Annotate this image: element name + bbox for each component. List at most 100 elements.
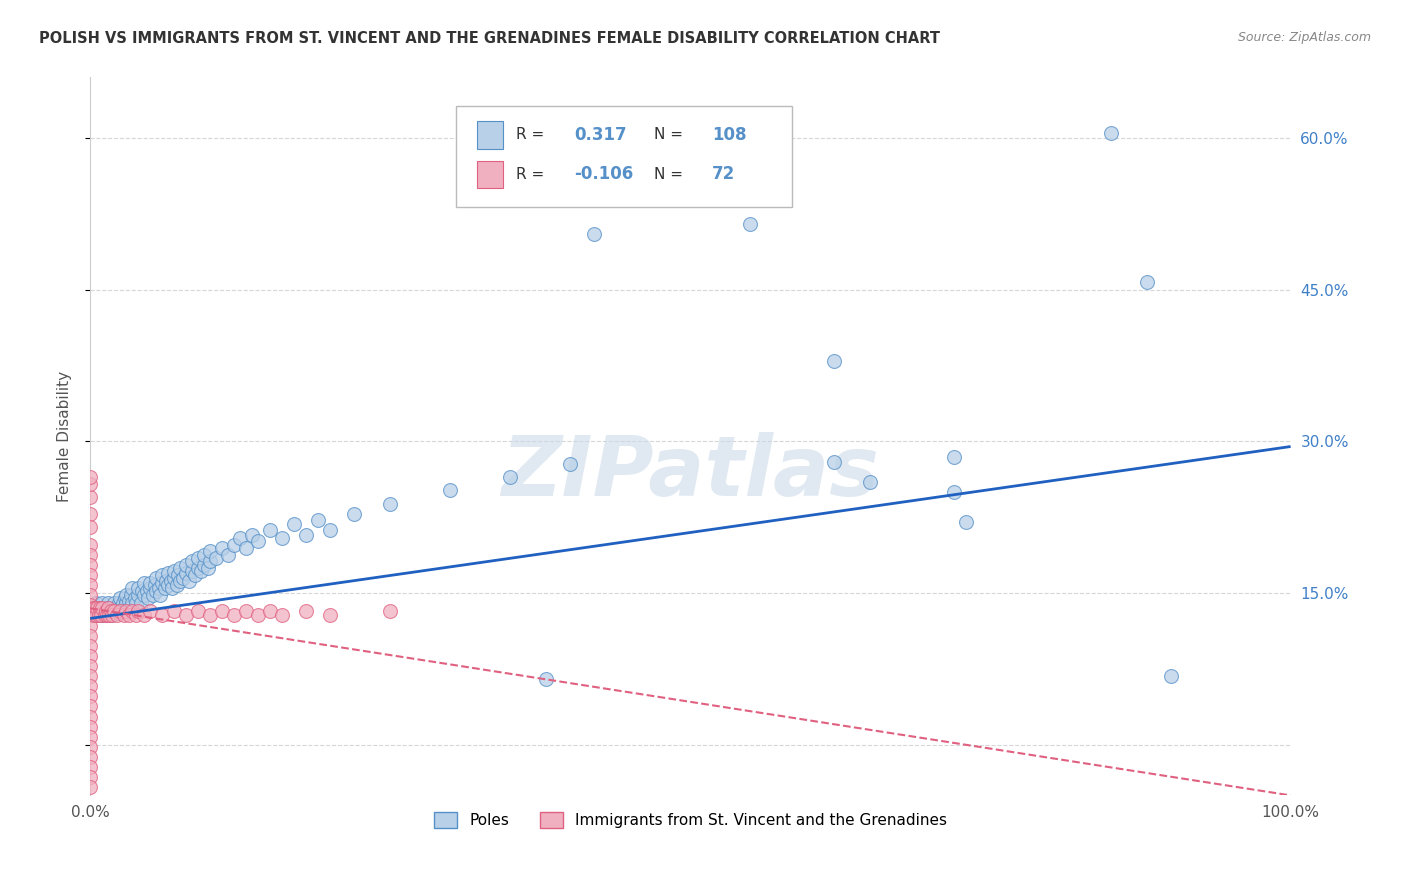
Point [84,601,107,615]
Point [93,601,115,615]
Point [79,578,101,592]
Point [319,608,342,623]
Point [79,601,101,615]
Point [187,561,209,575]
Point [319,524,342,538]
Point [103,604,125,618]
Y-axis label: Female Disability: Female Disability [58,371,72,502]
Point [380,497,402,511]
Point [145,571,167,585]
Point [84,608,107,623]
Point [79,659,101,673]
Point [127,588,149,602]
Point [174,608,197,623]
Point [79,520,101,534]
Point [134,608,156,623]
Point [97,601,120,615]
Point [143,578,166,592]
Point [114,591,136,606]
Point [79,558,101,572]
Point [181,564,204,578]
Point [110,604,132,618]
Text: ZIPatlas: ZIPatlas [502,432,879,513]
Point [859,475,882,489]
Point [127,604,149,618]
Point [79,477,101,491]
Point [247,608,270,623]
Point [955,516,977,530]
Point [583,227,606,242]
Point [101,601,124,615]
Point [79,690,101,704]
Point [193,558,215,572]
Text: POLISH VS IMMIGRANTS FROM ST. VINCENT AND THE GRENADINES FEMALE DISABILITY CORRE: POLISH VS IMMIGRANTS FROM ST. VINCENT AN… [39,31,941,46]
Point [112,608,135,623]
Point [193,548,215,562]
Point [139,581,162,595]
Point [79,669,101,683]
Point [79,538,101,552]
Point [155,574,177,588]
FancyBboxPatch shape [477,161,503,188]
Point [247,533,270,548]
Point [823,455,845,469]
FancyBboxPatch shape [477,121,503,148]
Point [211,541,233,555]
Point [160,581,183,595]
Point [271,608,294,623]
Point [118,601,141,615]
Point [740,217,762,231]
Point [86,608,108,623]
Point [211,604,233,618]
Point [79,780,101,795]
Point [124,591,146,606]
Point [79,608,101,623]
Point [127,581,149,595]
Point [283,517,305,532]
Point [79,599,101,613]
Point [79,770,101,784]
Point [93,608,115,623]
Point [121,581,143,595]
Point [83,608,105,623]
Point [82,601,104,615]
Point [177,574,200,588]
Point [172,571,194,585]
Point [79,548,101,562]
Text: 72: 72 [711,165,735,184]
Point [157,566,180,580]
Point [84,596,107,610]
Point [89,604,111,618]
Point [79,750,101,764]
Point [149,588,172,602]
Text: R =: R = [516,167,550,182]
Point [79,739,101,754]
Text: Source: ZipAtlas.com: Source: ZipAtlas.com [1237,31,1371,45]
Point [823,353,845,368]
Point [108,596,131,610]
Point [97,596,120,610]
Text: -0.106: -0.106 [574,165,633,184]
Point [96,608,118,623]
Point [200,543,222,558]
Point [190,564,212,578]
Point [110,591,132,606]
Point [1160,669,1182,683]
Point [125,596,148,610]
Text: 0.317: 0.317 [574,126,627,144]
Point [93,608,115,623]
Point [79,699,101,714]
FancyBboxPatch shape [457,106,793,207]
Point [153,581,176,595]
Point [96,607,118,621]
Point [295,527,318,541]
Point [82,604,104,618]
Point [100,604,122,618]
Point [145,584,167,599]
Point [79,470,101,484]
Point [115,588,138,602]
Legend: Poles, Immigrants from St. Vincent and the Grenadines: Poles, Immigrants from St. Vincent and t… [427,806,953,834]
Point [205,550,228,565]
Point [499,470,522,484]
Point [217,548,239,562]
